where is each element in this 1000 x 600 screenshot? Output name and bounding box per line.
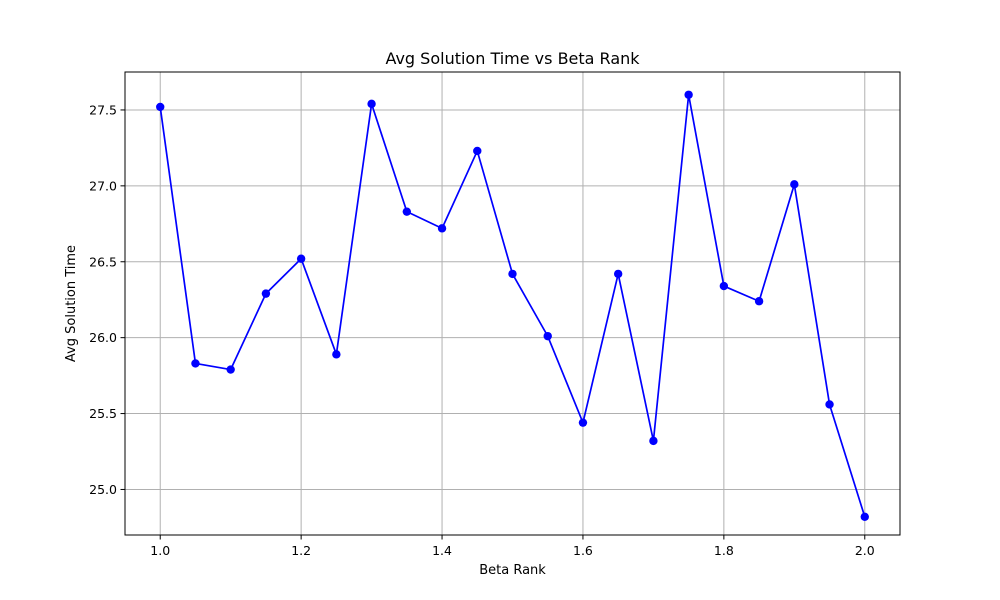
data-point <box>860 512 869 521</box>
data-point <box>543 331 552 341</box>
data-point <box>296 254 306 263</box>
y-tick-label: 25.0 <box>89 482 117 497</box>
data-point <box>226 365 235 374</box>
data-point <box>613 269 623 279</box>
x-tick-label: 1.0 <box>150 543 170 558</box>
data-point <box>332 350 341 359</box>
x-tick-label: 1.8 <box>714 543 734 558</box>
data-point <box>367 99 376 109</box>
y-tick-label: 26.5 <box>89 254 117 269</box>
x-tick-label: 1.6 <box>573 543 593 558</box>
x-tick-label: 2.0 <box>855 543 875 558</box>
data-point <box>825 400 834 409</box>
chart-title: Avg Solution Time vs Beta Rank <box>385 49 640 68</box>
data-point <box>191 359 200 368</box>
data-point <box>156 102 165 112</box>
data-point <box>719 281 729 291</box>
series-layer <box>156 90 869 521</box>
plot-frame <box>124 71 901 536</box>
data-point <box>684 90 693 99</box>
y-tick-label: 27.0 <box>89 178 117 193</box>
y-tick-label: 27.5 <box>89 102 117 117</box>
data-point <box>578 418 588 427</box>
data-point <box>754 297 764 306</box>
data-point <box>261 289 271 298</box>
data-point <box>473 146 482 156</box>
data-point <box>649 436 658 446</box>
data-point <box>790 180 799 189</box>
data-point <box>437 224 447 233</box>
x-axis-label: Beta Rank <box>479 563 546 578</box>
y-tick-label: 26.0 <box>89 330 117 345</box>
y-axis-label: Avg Solution Time <box>64 245 79 362</box>
data-point <box>402 207 412 216</box>
data-point <box>508 269 517 279</box>
x-tick-label: 1.2 <box>291 543 311 558</box>
axis-ticks: 1.0 1.2 1.4 1.6 1.8 2.0 25.0 25.5 26.0 26.5 27.0 27… <box>89 102 875 558</box>
x-tick-label: 1.4 <box>432 543 452 558</box>
y-tick-label: 25.5 <box>89 406 117 421</box>
